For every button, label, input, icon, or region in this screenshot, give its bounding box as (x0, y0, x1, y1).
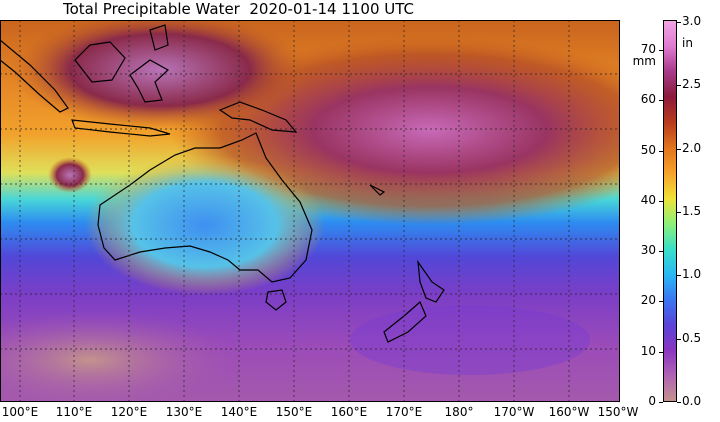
map-svg (0, 20, 620, 402)
lon-label-110e: 110°E (55, 405, 93, 419)
colorbar-in-label: 1.5 (682, 204, 702, 218)
colorbar-mm-label: 40 (640, 192, 656, 207)
colorbar-mm-tick (659, 402, 663, 403)
colorbar-mm-tick (659, 200, 663, 202)
lon-label-150w: 150°W (597, 405, 639, 419)
borneo-coastline (74, 41, 126, 83)
australia-coastline (97, 132, 313, 283)
colorbar-mm-label: 70 (640, 42, 656, 57)
colorbar-mm-tick (659, 150, 663, 152)
colorbar-in-label: 3.0 (682, 14, 702, 28)
vanuatu-coastline (369, 184, 386, 196)
colorbar-in-label: 2.5 (682, 77, 702, 92)
coastlines (0, 24, 445, 343)
colorbar-in-tick (677, 275, 681, 277)
new-zealand-north-coastline (417, 259, 445, 303)
colorbar-mm-label: 20 (640, 293, 656, 308)
lon-label-170w: 170°W (493, 405, 535, 419)
colorbar-in-label: 0.5 (682, 330, 702, 345)
tasmania-coastline (265, 289, 287, 311)
new-guinea-coastline (218, 101, 298, 133)
lon-label-160w: 160°W (548, 405, 590, 419)
australia-dry-region (85, 155, 325, 295)
colorbar-in-tick (677, 22, 681, 23)
colorbar-mm-tick (659, 251, 663, 253)
colorbar (663, 20, 677, 402)
graticule (0, 20, 620, 402)
colorbar-in-tick (677, 402, 681, 403)
colorbar-in-tick (677, 148, 681, 150)
lon-label-160e: 160°E (330, 405, 368, 419)
south-pacific-band (350, 305, 590, 375)
lon-label-130e: 130°E (165, 405, 203, 419)
lon-label-180: 180° (444, 405, 474, 419)
colorbar-in-label: 2.0 (682, 140, 702, 155)
colorbar-mm-label: 60 (640, 92, 656, 107)
colorbar-in-unit: in (682, 36, 693, 50)
lon-label-170e: 170°E (385, 405, 423, 419)
precipitable-water-map (0, 20, 620, 402)
colorbar-mm-tick (659, 351, 663, 353)
colorbar-mm-tick (659, 301, 663, 303)
colorbar-mm-tick (659, 100, 663, 102)
colorbar-mm-tick (659, 50, 663, 52)
colorbar-in-tick (677, 85, 681, 87)
dry-southern-region (0, 310, 240, 402)
lon-label-100e: 100°E (1, 405, 39, 419)
colorbar-in-tick (677, 212, 681, 213)
colorbar-in-tick (677, 338, 681, 340)
lon-label-120e: 120°E (110, 405, 148, 419)
colorbar-mm-label: 50 (640, 142, 656, 157)
lon-label-150e: 150°E (275, 405, 313, 419)
map-frame (0, 20, 620, 402)
colorbar-in-label: 0.0 (682, 394, 702, 408)
lon-label-140e: 140°E (220, 405, 258, 419)
indonesia-moisture (10, 20, 310, 130)
colorbar-in-label: 1.0 (682, 267, 702, 282)
colorbar-mm-label: 10 (640, 343, 656, 358)
sumatra-coastline (0, 39, 69, 113)
map-title: Total Precipitable Water 2020-01-14 1100… (63, 0, 415, 18)
sulawesi-coastline (129, 59, 170, 103)
colorbar-mm-label: 0 (648, 394, 656, 408)
cyclone-spot (48, 157, 92, 193)
colorbar-mm-unit: mm (632, 54, 656, 68)
colorbar-mm-label: 30 (640, 243, 656, 258)
philippines-coastline (149, 24, 169, 51)
